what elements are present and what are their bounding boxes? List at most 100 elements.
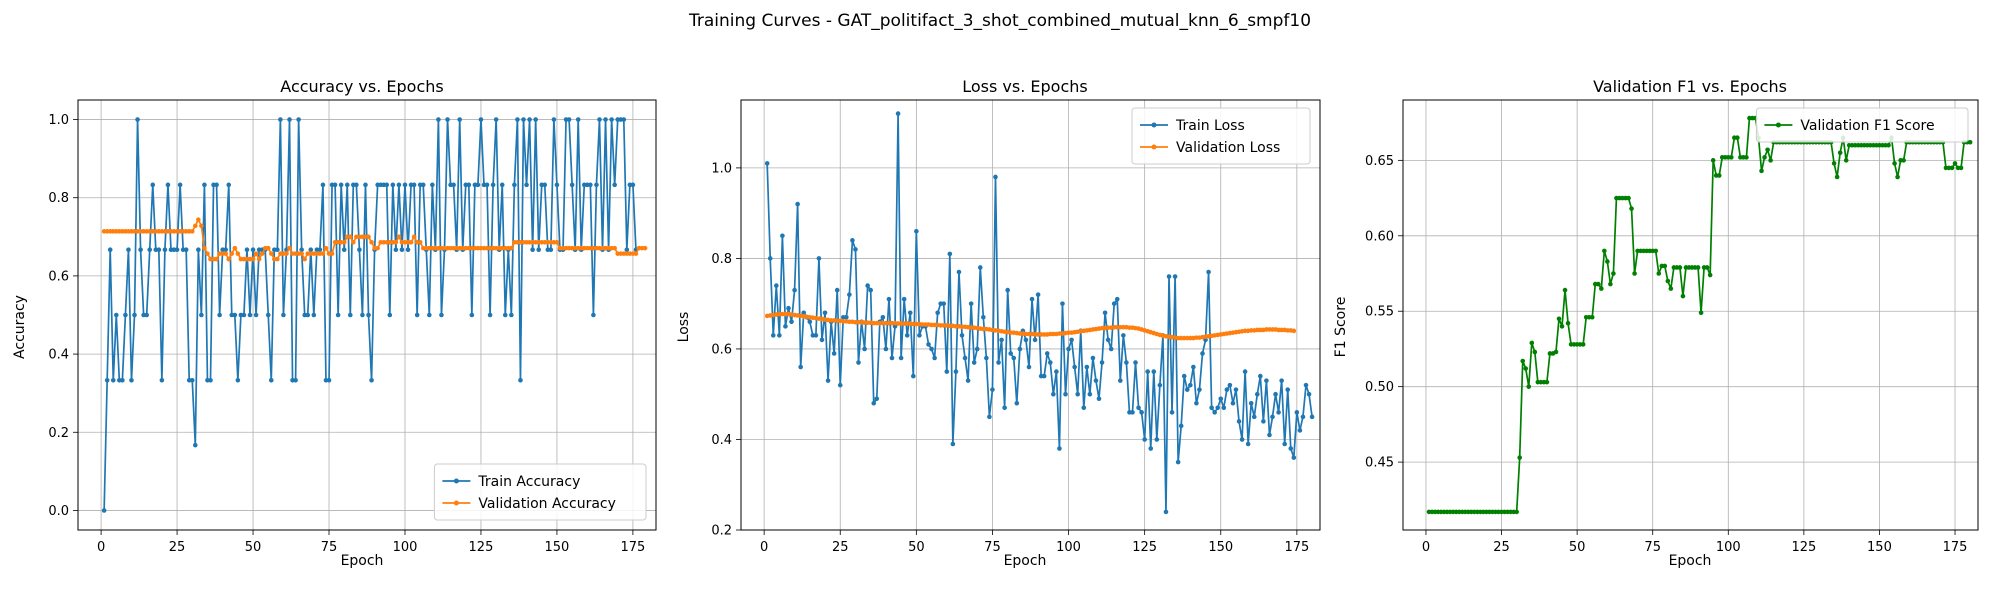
loss-data-point [783,324,788,329]
f1-data-point [1556,316,1562,322]
accuracy-data-point [317,247,323,253]
f1-data-point [1602,248,1607,254]
loss-data-point [1297,428,1303,433]
accuracy-data-point [609,117,614,122]
accuracy-data-point [196,247,201,253]
loss-data-point [965,378,971,383]
f1-data-point [1729,155,1734,160]
loss-data-point [1184,387,1190,392]
accuracy-data-point [405,247,411,253]
loss-data-point [1194,400,1199,406]
f1-data-point [1529,340,1535,346]
accuracy-data-point [208,377,213,383]
accuracy-legend-label: Validation Accuracy [478,496,616,512]
accuracy-data-point [135,117,140,122]
f1-data-point [1949,165,1955,171]
loss-data-point [1209,405,1214,411]
loss-legend-box [1131,107,1311,165]
loss-data-point [981,314,986,320]
loss-data-point [889,355,895,361]
loss-legend-label: Validation Loss [1176,140,1280,156]
loss-data-point [1218,396,1224,402]
accuracy-y-tick-label: 0.4 [48,348,69,363]
loss-data-point [971,360,977,365]
accuracy-data-point [642,245,648,251]
accuracy-data-point [235,251,241,256]
accuracy-data-point [512,182,517,188]
loss-data-point [1264,378,1269,383]
loss-data-point [1178,423,1184,429]
accuracy-x-axis-label: Epoch [341,553,384,569]
f1-data-point [1744,155,1749,160]
f1-data-point [1626,195,1631,201]
f1-x-tick-label: 100 [1716,540,1741,555]
f1-data-point [1759,168,1764,174]
loss-data-point [822,310,828,316]
f1-data-point [1520,358,1526,364]
accuracy-data-point [612,245,617,251]
accuracy-data-point [594,182,599,188]
accuracy-data-point [177,182,183,188]
accuracy-data-point [278,117,283,122]
loss-data-point [1105,337,1111,343]
loss-data-point [1011,355,1017,361]
accuracy-data-point [518,377,523,383]
loss-data-point [901,296,907,302]
f1-data-point [1834,174,1840,180]
f1-data-point [1608,281,1613,287]
loss-data-point [1239,437,1245,442]
loss-data-point [1172,274,1178,279]
loss-data-point [816,256,822,261]
loss-data-point [792,287,797,293]
accuracy-data-point [524,182,529,188]
loss-data-point [1121,333,1126,338]
loss-data-point [1188,382,1193,388]
f1-data-point [1901,158,1906,163]
f1-y-tick-label: 0.50 [1365,380,1394,395]
accuracy-data-point [120,377,125,383]
f1-data-point [1599,286,1604,291]
f1-legend-marker [1775,122,1781,128]
accuracy-data-point [536,247,541,253]
loss-data-point [1096,396,1102,402]
accuracy-data-point [624,247,630,253]
loss-data-point [1026,364,1032,370]
f1-y-tick-label: 0.60 [1365,229,1394,244]
f1-data-point [1517,455,1522,460]
loss-data-point [1002,405,1007,411]
loss-data-point [968,301,974,306]
accuracy-data-point [457,117,462,122]
f1-data-point [1843,158,1849,163]
accuracy-data-point [235,377,241,383]
loss-data-point [1041,373,1047,379]
loss-x-tick-label: 0 [760,540,768,555]
accuracy-data-point [305,312,311,318]
accuracy-data-point [554,182,560,188]
loss-data-point [1072,364,1077,370]
accuracy-data-point [101,508,107,513]
f1-data-point [1559,324,1565,329]
accuracy-data-point [223,247,228,253]
accuracy-data-point [189,229,195,234]
accuracy-data-point [411,182,417,188]
accuracy-data-point [113,312,119,318]
loss-y-tick-label: 1.0 [711,161,732,176]
loss-data-point [932,355,937,361]
accuracy-data-point [156,247,162,253]
accuracy-x-tick-label: 75 [321,540,338,555]
f1-data-point [1532,349,1538,355]
accuracy-data-point [320,182,326,188]
accuracy-data-point [509,312,514,318]
f1-data-point [1514,509,1519,515]
loss-data-point [1303,382,1309,388]
accuracy-data-point [612,182,617,188]
accuracy-data-point [250,256,256,262]
loss-data-point [1248,400,1254,406]
loss-data-point [883,346,889,352]
loss-data-point [1294,410,1300,415]
f1-data-point [1580,342,1586,347]
f1-data-point [1553,349,1559,355]
loss-data-point [1035,292,1041,297]
accuracy-data-point [193,442,198,448]
loss-data-point [1139,410,1144,415]
